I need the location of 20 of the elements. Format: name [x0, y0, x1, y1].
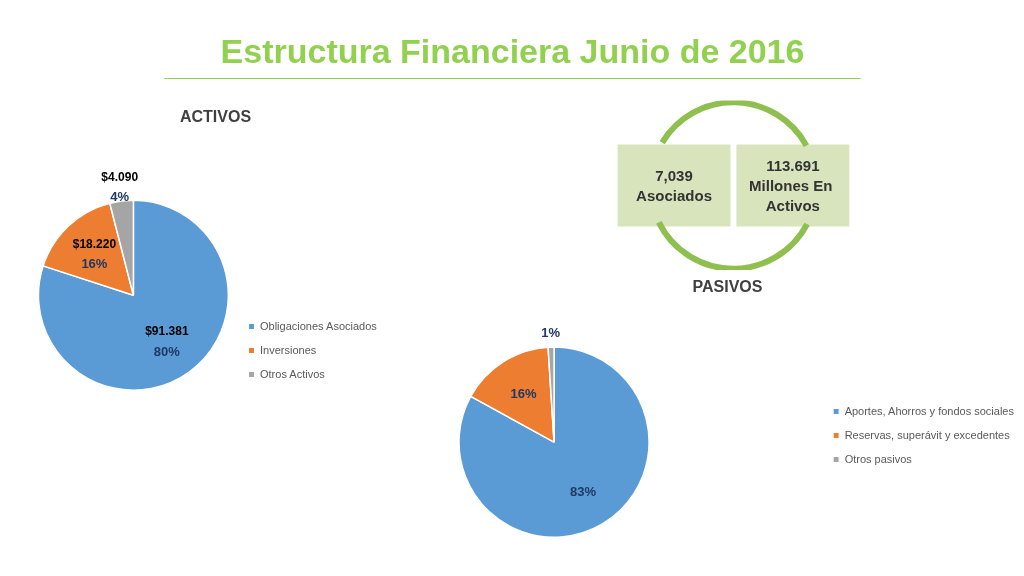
legend-label: Inversiones — [260, 343, 318, 356]
chart-title: ACTIVOS — [179, 107, 252, 125]
legend-label: Obligaciones Asociados — [260, 319, 378, 332]
data-label: 80% — [153, 343, 181, 359]
text: $18.220 — [72, 236, 117, 251]
legend-label: Otros pasivos — [844, 452, 913, 465]
text: $91.381 — [145, 324, 189, 339]
data-label: 16% — [510, 386, 537, 402]
text: 113.691 Millones En Activos — [749, 156, 833, 215]
legend-label: Otros Activos — [260, 367, 326, 380]
legend-label: Reservas, superávit y excedentes — [844, 428, 1010, 441]
data-label: 1% — [541, 325, 561, 341]
data-label: 4% — [110, 189, 130, 205]
chart-title: PASIVOS — [692, 277, 763, 295]
text: $4.090 — [101, 169, 139, 184]
legend-label: Aportes, Ahorros y fondos sociales — [844, 404, 1014, 417]
text: 7,039 Asociados — [636, 166, 712, 205]
text: Estructura Financiera Junio de 2016 — [220, 31, 805, 70]
data-label: 83% — [570, 483, 597, 499]
data-label: 16% — [81, 256, 108, 272]
